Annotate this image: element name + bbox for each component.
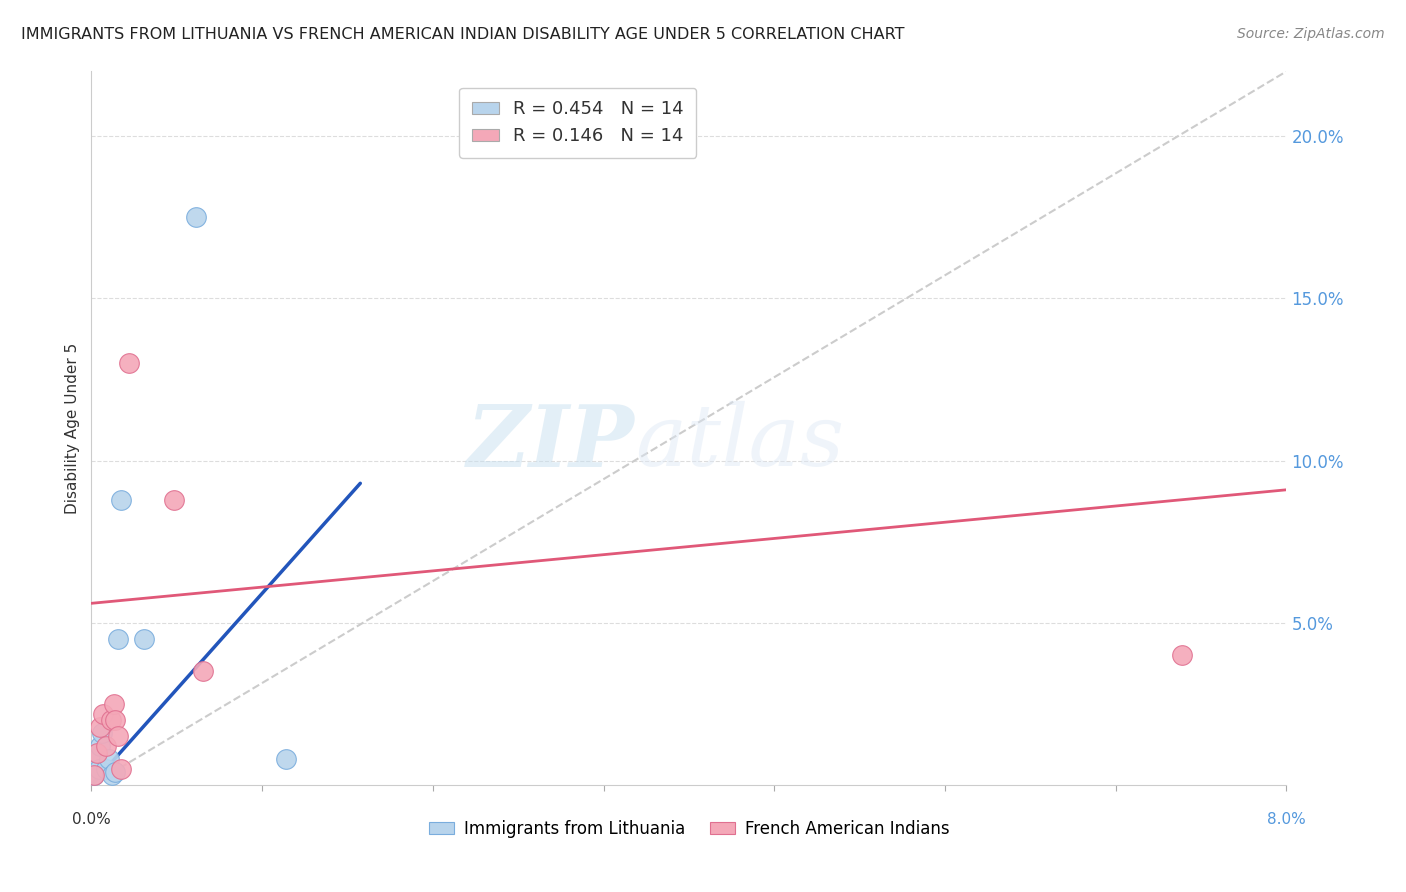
Point: [83, 768, 105, 782]
Y-axis label: Disability Age Under 5: Disability Age Under 5: [65, 343, 80, 514]
Point: [90, 726, 112, 740]
Point: [89, 720, 111, 734]
Point: [184, 211, 207, 225]
Point: [87, 762, 110, 776]
Text: 8.0%: 8.0%: [1267, 812, 1306, 827]
Point: [193, 665, 215, 679]
Point: [104, 764, 127, 779]
Text: 0.0%: 0.0%: [72, 812, 111, 827]
Point: [83, 768, 105, 782]
Point: [132, 632, 155, 646]
Point: [84, 752, 107, 766]
Text: atlas: atlas: [636, 401, 844, 483]
Point: [96, 739, 118, 753]
Text: Source: ZipAtlas.com: Source: ZipAtlas.com: [1237, 27, 1385, 41]
Legend: Immigrants from Lithuania, French American Indians: Immigrants from Lithuania, French Americ…: [422, 814, 956, 845]
Point: [100, 713, 122, 727]
Point: [110, 762, 132, 776]
Point: [107, 729, 129, 743]
Point: [89, 739, 111, 753]
Point: [274, 752, 297, 766]
Point: [104, 713, 127, 727]
Point: [101, 768, 124, 782]
Point: [93, 706, 114, 721]
Point: [98, 752, 121, 766]
Text: ZIP: ZIP: [467, 401, 636, 484]
Point: [86, 746, 108, 760]
Point: [103, 697, 125, 711]
Point: [118, 356, 141, 370]
Point: [107, 632, 129, 646]
Point: [1171, 648, 1194, 663]
Point: [110, 492, 132, 507]
Text: IMMIGRANTS FROM LITHUANIA VS FRENCH AMERICAN INDIAN DISABILITY AGE UNDER 5 CORRE: IMMIGRANTS FROM LITHUANIA VS FRENCH AMER…: [21, 27, 904, 42]
Point: [162, 492, 184, 507]
Point: [96, 762, 118, 776]
